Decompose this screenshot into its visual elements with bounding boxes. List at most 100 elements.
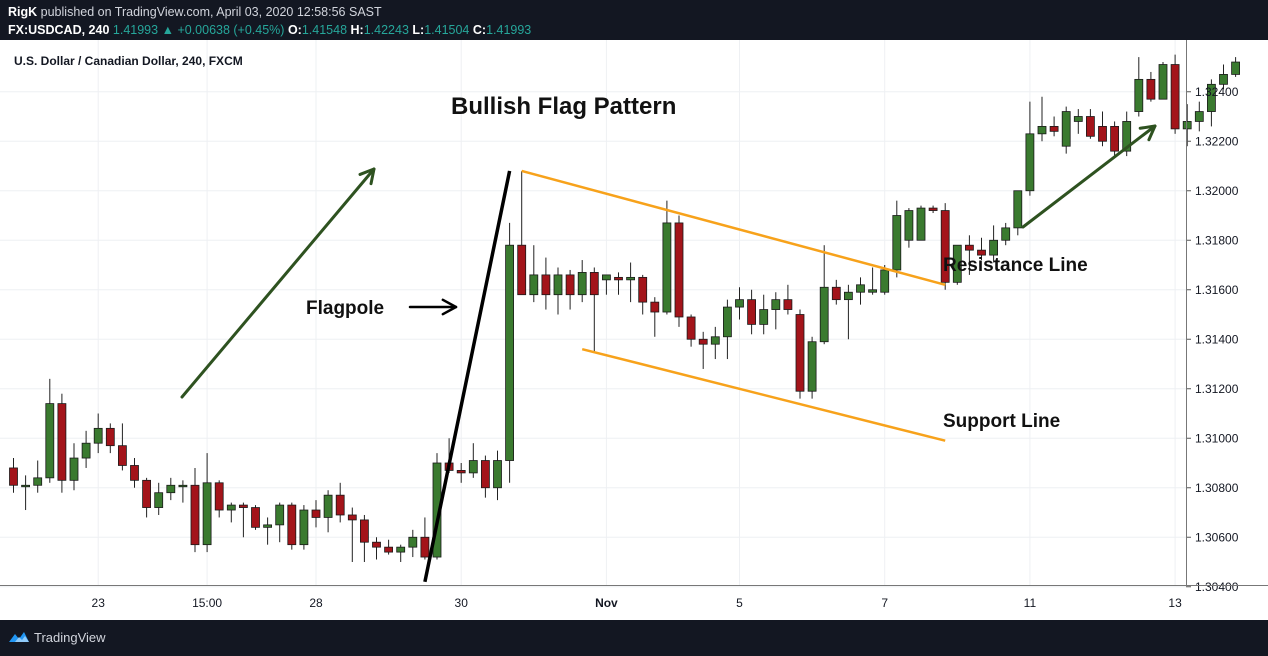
candlestick-chart[interactable]: Bullish Flag Pattern Flagpole Resistance L…	[0, 40, 1268, 620]
candle-body	[408, 536, 418, 548]
candle	[856, 277, 865, 305]
open-label: O:	[287, 23, 302, 37]
candle-body	[505, 244, 515, 461]
candle-body	[759, 309, 769, 325]
candle	[553, 267, 563, 315]
candle-body	[335, 494, 345, 516]
candle	[747, 289, 756, 335]
candle	[674, 215, 684, 327]
candle	[844, 284, 853, 340]
trend-arrow-right-icon-shaft	[1021, 124, 1157, 229]
candle	[686, 314, 696, 347]
low-label: L:	[412, 23, 425, 37]
candle-body	[275, 504, 285, 526]
candle-body	[9, 467, 18, 486]
candle-body	[614, 276, 623, 281]
y-tick-label: 1.30400	[1195, 580, 1239, 594]
candle-body	[892, 215, 902, 271]
publish-header: RigK published on TradingView.com, April…	[0, 0, 1268, 40]
trend-arrow-left-icon-head	[358, 167, 376, 186]
candle	[735, 287, 744, 320]
candle-body	[142, 479, 152, 508]
candle-body	[565, 274, 575, 296]
symbol-label: U.S. Dollar / Canadian Dollar, 240, FXCM	[14, 54, 243, 68]
symbol-code: FX:USDCAD, 240	[8, 23, 110, 37]
candle-body	[468, 460, 478, 474]
candle-body	[251, 507, 260, 528]
candle-body	[650, 301, 660, 313]
y-tick-label: 1.31400	[1195, 332, 1239, 346]
publisher-name[interactable]: RigK	[8, 5, 38, 19]
candle-body	[57, 403, 67, 481]
candle-body	[1073, 116, 1083, 122]
candle	[989, 225, 998, 263]
candle	[1073, 109, 1083, 134]
candle-body	[1182, 121, 1192, 130]
candle	[589, 267, 599, 352]
candle	[420, 517, 430, 560]
candle	[965, 235, 974, 275]
candle-body	[977, 249, 986, 256]
candle-body	[1231, 61, 1240, 75]
candles	[9, 54, 1240, 562]
x-tick-label: 13	[1168, 596, 1182, 610]
x-tick-label: 23	[92, 596, 106, 610]
candle	[771, 292, 781, 330]
published-text: published on TradingView.com, April 03, …	[40, 5, 382, 19]
candle-body	[105, 427, 115, 447]
candle	[1134, 57, 1144, 117]
candle	[396, 544, 406, 562]
brand-name[interactable]: TradingView	[34, 630, 106, 645]
flagpole-pointer-arrow-icon-head	[441, 298, 458, 316]
candle	[831, 279, 841, 305]
drawings: Bullish Flag Pattern Flagpole Resistance L…	[180, 93, 1157, 583]
candle-body	[952, 244, 962, 283]
candle	[226, 502, 236, 523]
x-tick-label: 15:00	[192, 596, 222, 610]
candle-body	[831, 286, 841, 301]
candle	[335, 482, 345, 523]
candle	[408, 529, 418, 558]
candle-body	[202, 482, 212, 546]
candle-body	[118, 445, 127, 466]
candle-body	[686, 316, 696, 340]
candle-body	[989, 239, 998, 256]
candle-body	[81, 442, 91, 459]
candle-body	[372, 541, 381, 548]
support-label: Support Line	[943, 411, 1060, 432]
candle	[541, 257, 551, 310]
candle-body	[723, 306, 732, 338]
candle	[1001, 222, 1011, 246]
candle	[480, 455, 490, 498]
price-change: +0.00638 (+0.45%)	[177, 23, 285, 37]
candle	[45, 378, 55, 483]
candle	[614, 272, 623, 295]
candle-body	[541, 274, 551, 296]
high-value: 1.42243	[363, 23, 409, 37]
candle-body	[456, 470, 466, 474]
candle-body	[214, 482, 224, 511]
candle-body	[1170, 64, 1180, 130]
candle	[698, 331, 708, 369]
close-label: C:	[472, 23, 487, 37]
y-tick-label: 1.32400	[1195, 85, 1239, 99]
candle-body	[226, 504, 236, 511]
publish-info: RigK published on TradingView.com, April…	[8, 5, 382, 19]
x-tick-label: 30	[455, 596, 469, 610]
candle-body	[517, 244, 527, 296]
grid-lines	[0, 40, 1186, 588]
candle	[1110, 121, 1119, 157]
candle	[977, 237, 986, 261]
candle-body	[880, 269, 890, 293]
candle-body	[190, 484, 200, 546]
candle	[1182, 104, 1192, 147]
candle-body	[662, 222, 672, 313]
candle	[1061, 106, 1071, 154]
y-tick-label: 1.31200	[1195, 382, 1239, 396]
close-value: 1.41993	[486, 23, 532, 37]
candle	[1146, 71, 1156, 102]
candle	[263, 517, 273, 545]
candle-body	[553, 274, 563, 296]
candle	[251, 505, 260, 530]
